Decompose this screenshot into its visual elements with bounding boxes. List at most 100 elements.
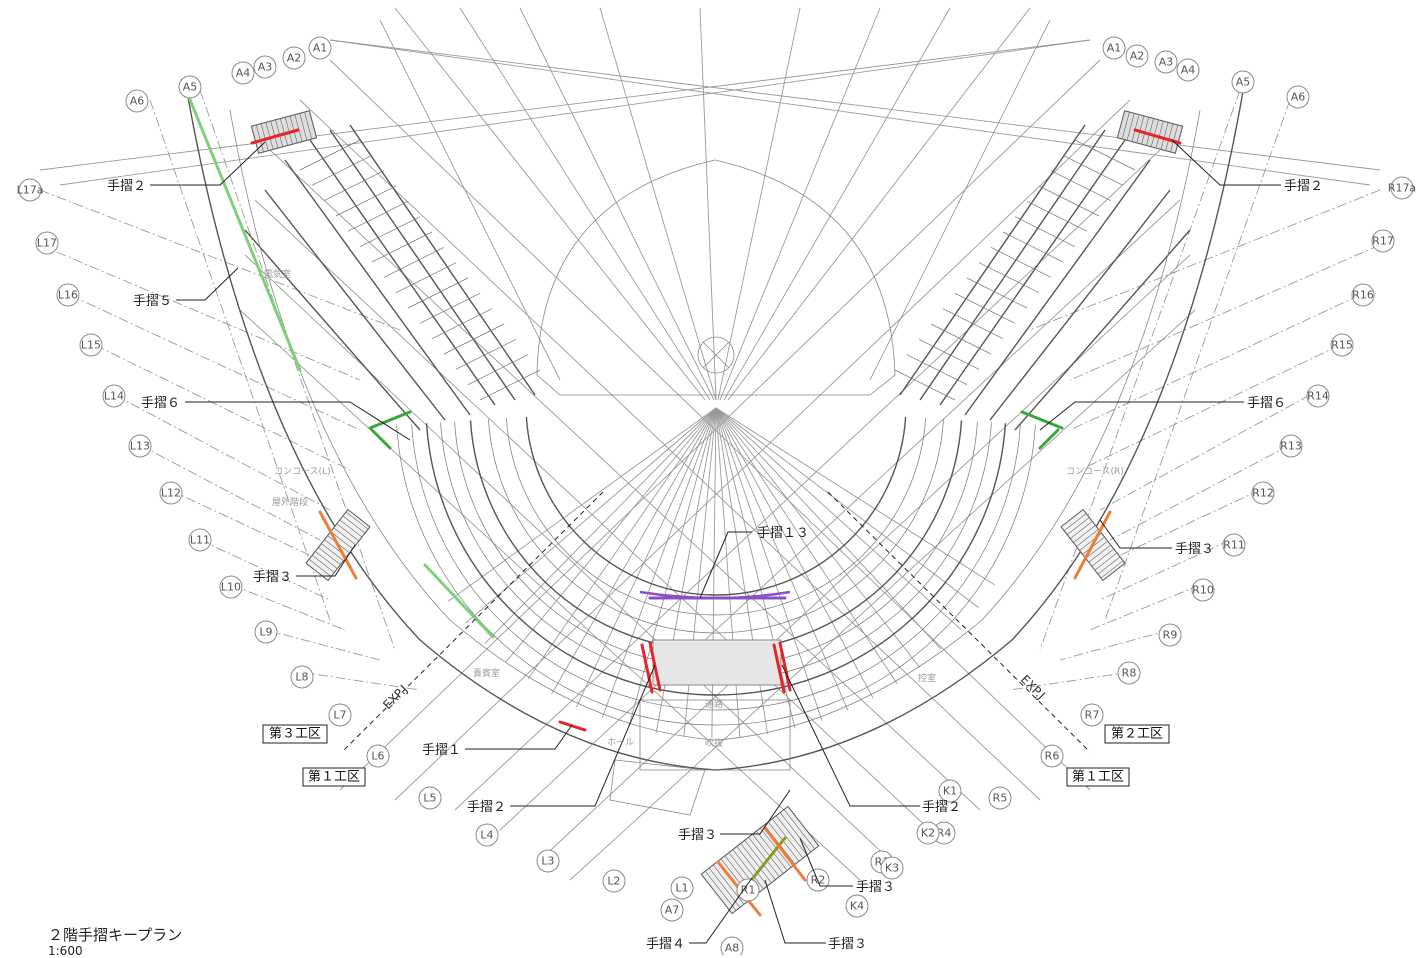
grid-line [569, 309, 1196, 881]
handrail-callout-label: 手摺２ [467, 800, 506, 815]
stand-wing-wall [349, 124, 536, 396]
drawing-scale: 1:600 [48, 944, 83, 958]
grandstand-outline [184, 79, 1246, 915]
seat-row [443, 323, 505, 355]
seating-row-arc [411, 424, 1021, 711]
concourse-shaded-area [652, 639, 782, 686]
apex-fan-line [715, 407, 995, 586]
svg-text:R13: R13 [1280, 440, 1302, 453]
handrail-callout-label: 手摺３ [828, 937, 867, 952]
grid-line [254, 199, 931, 831]
apex-fan-line [715, 407, 823, 721]
grid-bubble-r14: R14 [1306, 384, 1330, 408]
grid-line [869, 19, 1051, 381]
grid-bubble-a1: A1 [1102, 36, 1126, 60]
callout-leader [465, 724, 573, 750]
grid-bubble-l13: L13 [128, 434, 152, 458]
svg-text:L17: L17 [37, 237, 57, 250]
radial-grid-line [299, 671, 421, 691]
handrail-callouts: 手摺２ 手摺５ 手摺６ 手摺３ 手摺１ 手摺２ 手摺１３ 手摺２ 手摺６ 手摺３ 手摺２ 手摺３ 手摺３… [107, 139, 1323, 952]
grid-bubble-a3: A3 [1154, 50, 1178, 74]
zone-3-box [262, 724, 328, 744]
handrail-segment [778, 641, 792, 692]
svg-text:A3: A3 [258, 61, 273, 74]
svg-text:K2: K2 [921, 827, 935, 840]
handrail-segment [318, 510, 358, 580]
stand-wing-wall [989, 189, 1171, 421]
handrail-segment [1020, 410, 1064, 430]
svg-text:R11: R11 [1223, 539, 1245, 552]
seating-row-arc [396, 425, 1036, 726]
grid-bubble-l7: L7 [328, 703, 352, 727]
radial-grid-line [1009, 671, 1131, 691]
callout-leader [799, 837, 853, 887]
grid-line [719, 7, 881, 401]
room-label-concourse-left: コンコース(L) [274, 467, 331, 477]
apex-fan-line [628, 407, 717, 727]
handrail-callout-label: 手摺１３ [757, 526, 809, 541]
handrail-segment [368, 410, 412, 430]
radial-grid-line [1099, 394, 1311, 511]
radial-grid-line [114, 394, 331, 511]
callout-leader [510, 664, 656, 807]
seat-row [1050, 170, 1112, 201]
seat-row [311, 155, 373, 186]
grid-bubble-a2: A2 [1125, 44, 1149, 68]
svg-text:K1: K1 [943, 785, 957, 798]
callout-leader [781, 664, 920, 807]
radial-grid-line [1099, 539, 1231, 601]
seat-row [407, 277, 469, 309]
svg-text:R9: R9 [1163, 629, 1178, 642]
grid-line [244, 254, 891, 861]
handrail-callout-label: 手摺２ [922, 800, 961, 815]
room-label-electrical-room: 電気室 [264, 268, 291, 280]
svg-text:L12: L12 [161, 487, 181, 500]
grid-bubble-k2: K2 [916, 821, 940, 845]
svg-text:L5: L5 [423, 792, 436, 805]
svg-text:L15: L15 [81, 339, 101, 352]
building-inner-edge [229, 109, 1201, 741]
zone-2-box [1104, 724, 1170, 744]
svg-text:R16: R16 [1352, 289, 1374, 302]
grid-line [454, 149, 1161, 811]
apex-fan-line [576, 407, 717, 708]
callout-leader [150, 141, 266, 186]
handrail-segment [423, 563, 495, 639]
svg-text:L14: L14 [104, 390, 124, 403]
svg-text:L11: L11 [190, 534, 210, 547]
radial-grid-line [1069, 244, 1381, 381]
seat-row [395, 262, 457, 293]
grid-bubble-a1: A1 [308, 36, 332, 60]
handrail-13-arc [639, 590, 791, 600]
handrail-segment [250, 128, 300, 145]
handrail-callout-label: 手摺３ [856, 880, 895, 895]
grid-bubble-a8: A8 [720, 936, 744, 955]
drawing-title: ２階手摺キープラン [48, 926, 183, 944]
field-center-mark [536, 159, 896, 396]
grid-bubble-r15: R15 [1330, 333, 1354, 357]
svg-text:R5: R5 [993, 792, 1008, 805]
grid-bubble-l12: L12 [159, 481, 183, 505]
radial-grid-line [39, 189, 401, 331]
grid-bubble-l14: L14 [102, 384, 126, 408]
apex-fan-line [448, 407, 717, 602]
grid-line [723, 7, 951, 401]
handrail-callout-label: 手摺２ [107, 179, 146, 194]
seating-row-arc [488, 419, 944, 634]
grid-bubble-l3: L3 [536, 849, 560, 873]
apex-fan-line [601, 407, 717, 718]
callout-leader [1099, 519, 1172, 549]
grid-bubble-l9: L9 [254, 620, 278, 644]
room-label-hall: ホール [607, 737, 634, 748]
handrail-segment [370, 428, 392, 450]
grid-bubble-l11: L11 [188, 528, 212, 552]
svg-text:R8: R8 [1122, 667, 1137, 680]
grid-line [394, 7, 706, 401]
apex-fan-line [551, 407, 717, 695]
svg-text:K4: K4 [850, 900, 864, 913]
seat-row [978, 262, 1040, 293]
handrail-segment [558, 720, 587, 732]
radial-grid-line [94, 344, 351, 471]
grid-bubble-r11: R11 [1222, 533, 1246, 557]
